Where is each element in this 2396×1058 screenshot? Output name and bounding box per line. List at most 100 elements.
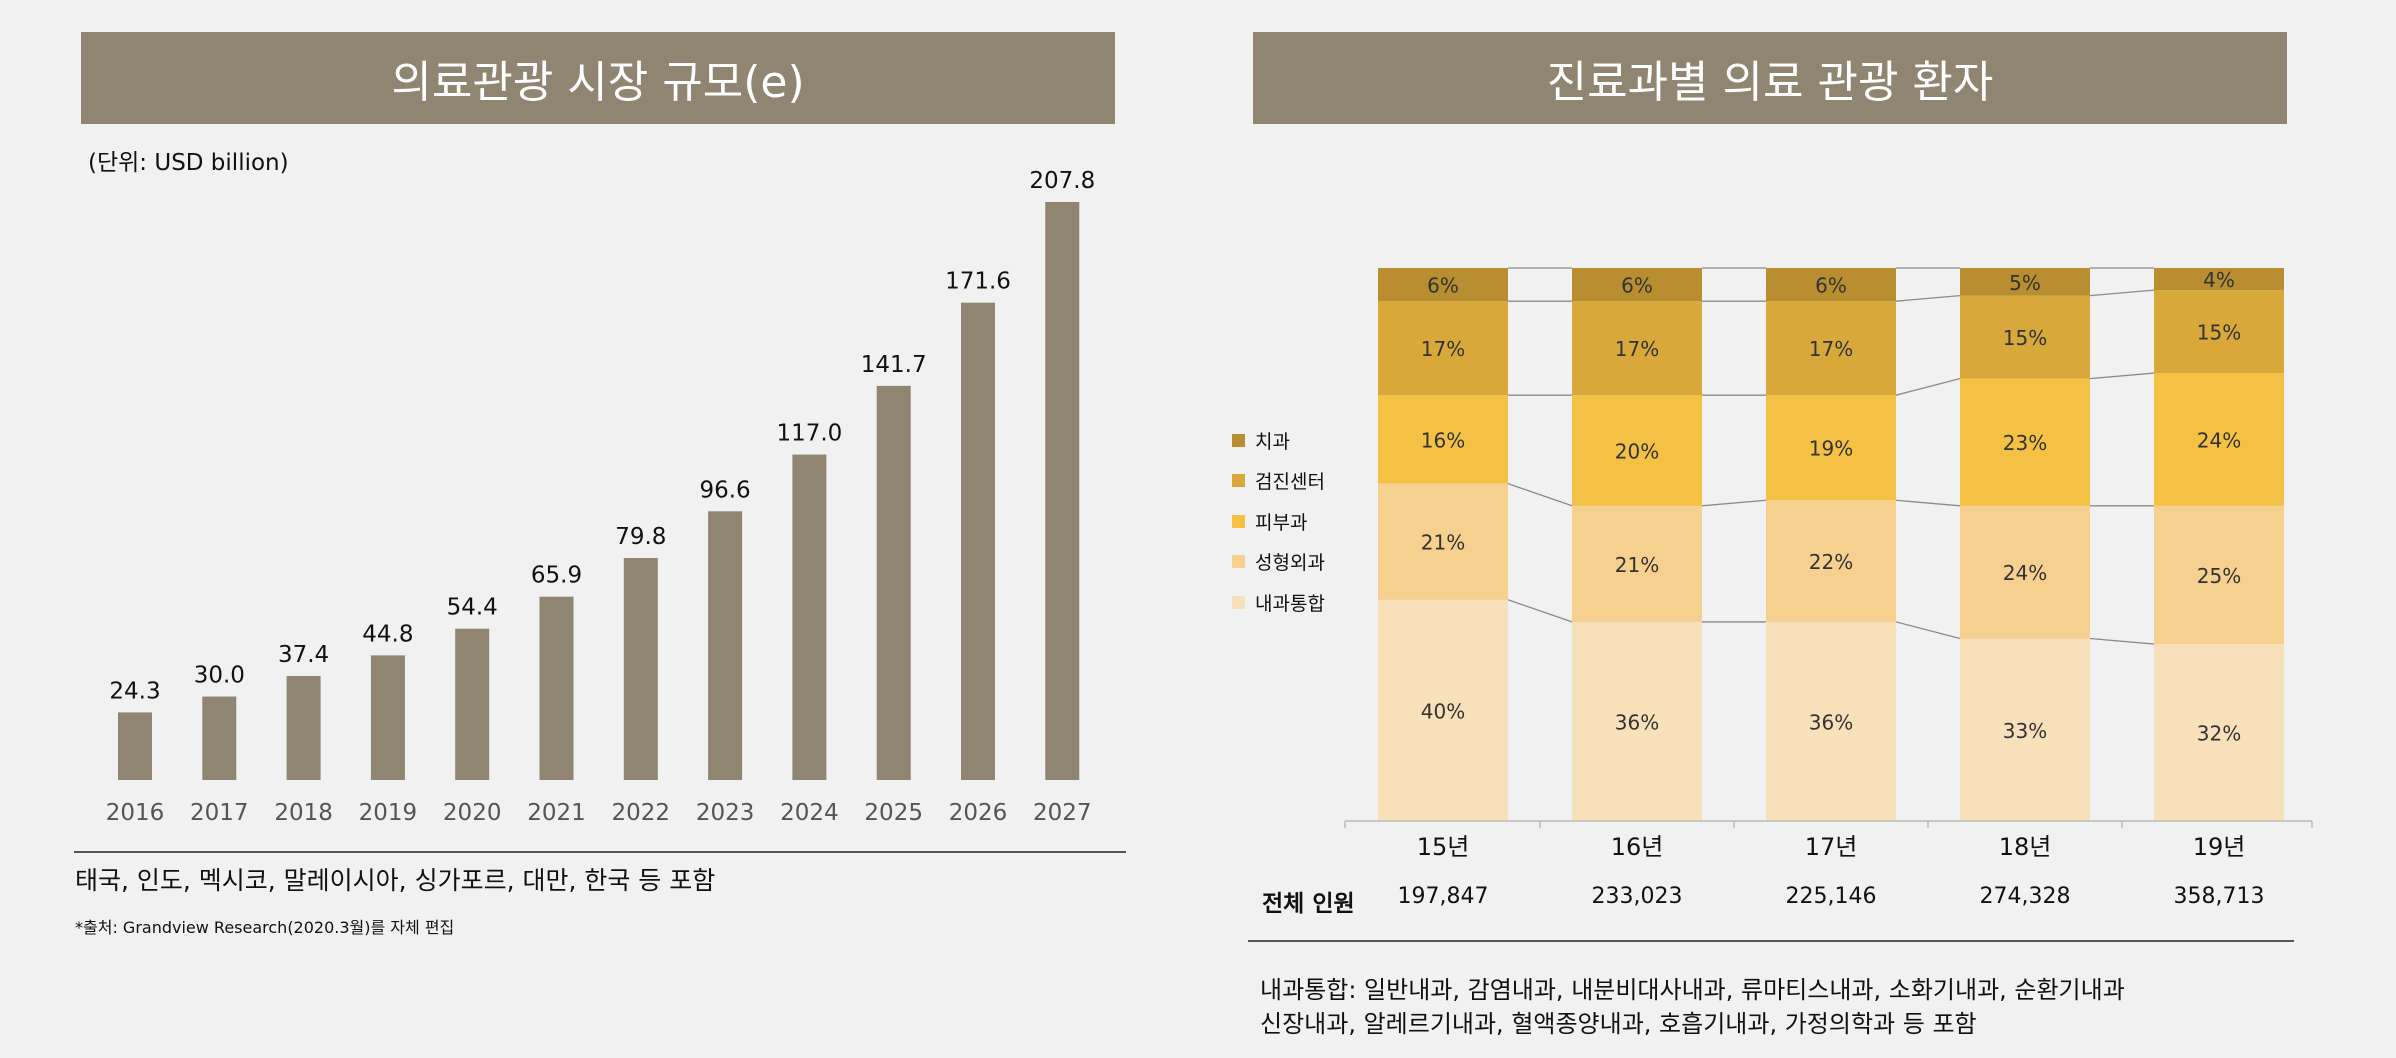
- bar-value-label-2016: 24.3: [109, 678, 160, 704]
- segment-검진센터-16년: [1572, 301, 1702, 396]
- source-note: *출처: Grandview Research(2020.3월)를 자체 편집: [75, 918, 455, 937]
- segment-label-치과-18년: 5%: [2009, 271, 2041, 295]
- segment-성형외과-16년: [1572, 505, 1702, 622]
- segment-label-내과통합-18년: 33%: [2003, 719, 2047, 743]
- bar-value-label-2024: 117.0: [776, 421, 842, 447]
- legend-label: 치과: [1255, 430, 1290, 453]
- bar-value-label-2017: 30.0: [194, 663, 245, 689]
- legend-item-검진센터: 검진센터: [1232, 461, 1325, 502]
- bar-2017: [202, 696, 237, 780]
- bar-2023: [708, 511, 743, 780]
- x-tick-2017: 2017: [190, 800, 249, 826]
- segment-피부과-16년: [1572, 395, 1702, 506]
- segment-내과통합-16년: [1572, 621, 1702, 821]
- segment-피부과-17년: [1766, 395, 1896, 501]
- x-tick-17년: 17년: [1805, 833, 1858, 861]
- bar-value-label-2022: 79.8: [615, 524, 666, 550]
- legend-swatch: [1232, 474, 1245, 488]
- segment-검진센터-18년: [1960, 295, 2090, 379]
- segment-label-검진센터-15년: 17%: [1421, 337, 1465, 361]
- x-tick-16년: 16년: [1611, 833, 1664, 861]
- bar-2019: [370, 655, 405, 780]
- legend-swatch: [1232, 433, 1245, 447]
- bar-value-label-2021: 65.9: [531, 563, 582, 589]
- legend-swatch: [1232, 555, 1245, 569]
- bar-value-label-2020: 54.4: [447, 595, 498, 621]
- total-label: 전체 인원: [1262, 891, 1355, 917]
- segment-label-검진센터-19년: 15%: [2197, 321, 2241, 345]
- total-19: 358,713: [2173, 884, 2265, 909]
- right-divider: [1248, 940, 2294, 942]
- bar-2026: [961, 302, 995, 780]
- segment-label-치과-16년: 6%: [1621, 274, 1653, 298]
- x-tick-2023: 2023: [696, 800, 755, 826]
- legend-item-내과통합: 내과통합: [1232, 582, 1325, 623]
- bar-2021: [539, 596, 574, 780]
- segment-label-피부과-15년: 16%: [1421, 428, 1465, 452]
- x-tick-2019: 2019: [359, 800, 418, 826]
- segment-내과통합-18년: [1960, 638, 2090, 821]
- legend-label: 피부과: [1255, 511, 1308, 534]
- legend-label: 성형외과: [1255, 552, 1325, 575]
- legend-item-피부과: 피부과: [1232, 501, 1325, 542]
- patients-by-department-title: 진료과별 의료 관광 환자: [1253, 32, 2287, 124]
- segment-label-내과통합-17년: 36%: [1809, 710, 1853, 734]
- segment-치과-17년: [1766, 268, 1896, 302]
- market-size-title: 의료관광 시장 규모(e): [81, 32, 1115, 124]
- segment-label-검진센터-16년: 17%: [1615, 337, 1659, 361]
- x-tick-2027: 2027: [1033, 800, 1092, 826]
- segment-label-치과-17년: 6%: [1815, 274, 1847, 298]
- segment-label-성형외과-16년: 21%: [1615, 553, 1659, 577]
- segment-내과통합-17년: [1766, 621, 1896, 821]
- x-tick-2021: 2021: [527, 800, 586, 826]
- segment-검진센터-17년: [1766, 301, 1896, 396]
- segment-label-성형외과-17년: 22%: [1809, 550, 1853, 574]
- connector-line: [1895, 621, 1961, 640]
- segment-label-내과통합-16년: 36%: [1615, 710, 1659, 734]
- segment-내과통합-15년: [1378, 599, 1508, 821]
- connector-line: [1895, 499, 1961, 507]
- bar-value-label-2026: 171.6: [945, 269, 1011, 295]
- segment-치과-16년: [1572, 268, 1702, 302]
- segment-label-성형외과-15년: 21%: [1421, 531, 1465, 555]
- segment-검진센터-15년: [1378, 301, 1508, 396]
- x-tick-2020: 2020: [443, 800, 502, 826]
- countries-note: 태국, 인도, 멕시코, 말레이시아, 싱가포르, 대만, 한국 등 포함: [75, 866, 716, 895]
- legend-label: 내과통합: [1255, 592, 1325, 615]
- footnote-line-2: 신장내과, 알레르기내과, 혈액종양내과, 호흡기내과, 가정의학과 등 포함: [1260, 1010, 1977, 1038]
- bar-2024: [792, 454, 827, 780]
- segment-label-피부과-16년: 20%: [1615, 439, 1659, 463]
- segment-label-피부과-19년: 24%: [2197, 428, 2241, 452]
- segment-치과-18년: [1960, 268, 2090, 296]
- bar-value-label-2027: 207.8: [1029, 168, 1095, 194]
- x-tick-2016: 2016: [106, 800, 165, 826]
- x-tick-19년: 19년: [2193, 833, 2246, 861]
- connector-line: [1507, 483, 1573, 507]
- bar-value-label-2023: 96.6: [699, 477, 750, 503]
- segment-치과-15년: [1378, 268, 1508, 302]
- connector-line: [1701, 499, 1767, 507]
- bar-2027: [1045, 202, 1080, 780]
- bar-value-label-2018: 37.4: [278, 642, 329, 668]
- bar-2018: [286, 675, 321, 780]
- segment-성형외과-17년: [1766, 500, 1896, 622]
- market-size-bar-chart: 24.3 2016 30.0 2017 37.4 2018 44.8 2019 54.4 2020…: [106, 168, 1096, 826]
- segment-내과통합-19년: [2154, 644, 2284, 821]
- x-tick-2026: 2026: [949, 800, 1008, 826]
- bar-2025: [876, 385, 911, 780]
- segment-label-성형외과-18년: 24%: [2003, 561, 2047, 585]
- total-15: 197,847: [1397, 884, 1489, 909]
- x-tick-18년: 18년: [1999, 833, 2052, 861]
- segment-피부과-18년: [1960, 378, 2090, 506]
- legend-item-치과: 치과: [1232, 420, 1325, 461]
- connector-line: [1895, 377, 1961, 396]
- x-tick-2025: 2025: [864, 800, 923, 826]
- bar-2020: [455, 628, 490, 780]
- bar-2016: [118, 712, 152, 780]
- left-divider: [74, 851, 1126, 853]
- total-16: 233,023: [1591, 884, 1683, 909]
- segment-성형외과-15년: [1378, 483, 1508, 600]
- x-tick-2024: 2024: [780, 800, 839, 826]
- segment-label-치과-15년: 6%: [1427, 274, 1459, 298]
